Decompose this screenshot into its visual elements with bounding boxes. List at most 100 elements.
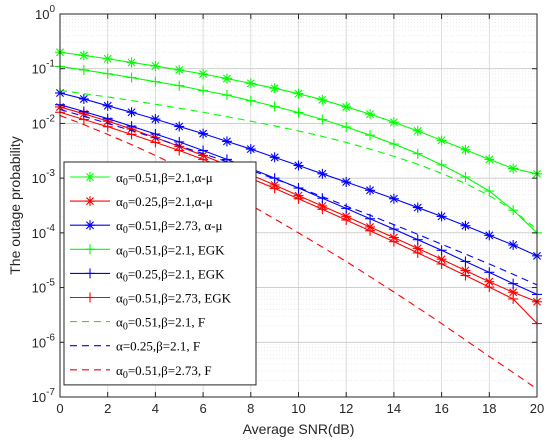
data-point: [221, 136, 232, 147]
marker-stroke: [509, 288, 518, 297]
marker-stroke: [342, 102, 351, 111]
data-point: [412, 247, 423, 258]
marker-stroke: [461, 221, 470, 230]
legend-label: α0=0.25,β=2.1, EGK: [116, 266, 225, 284]
legend-item: α=0.25,β=2.1, F: [70, 339, 200, 354]
data-point: [508, 278, 519, 289]
marker-stroke: [485, 155, 494, 164]
data-point: [245, 78, 256, 89]
data-point: [126, 107, 137, 118]
x-tick-label: 20: [530, 401, 544, 416]
data-point: [293, 88, 304, 99]
marker-stroke: [199, 70, 208, 79]
legend-item: α0=0.51,β=2.1, F: [70, 315, 205, 333]
x-tick-label: 12: [339, 401, 353, 416]
data-point: [412, 234, 423, 245]
data-point: [388, 117, 399, 128]
series-line: [59, 114, 538, 390]
y-tick-label: 10-7: [32, 387, 56, 405]
marker-stroke: [461, 266, 470, 275]
legend-item: α0=0.51,β=2.1, EGK: [70, 242, 225, 260]
data-point: [365, 225, 376, 236]
y-tick-label: 100: [35, 4, 55, 22]
x-tick-label: 6: [199, 401, 206, 416]
y-axis-label: The outage probability: [7, 136, 23, 275]
marker-stroke: [366, 110, 375, 119]
series-line: [59, 89, 538, 230]
x-tick-label: 2: [104, 401, 111, 416]
marker-stroke: [270, 153, 279, 162]
legend-label: α0=0.51,β=2.73, EGK: [116, 291, 232, 309]
data-point: [78, 50, 89, 61]
legend-label: α0=0.51,β=2.73, α-μ: [116, 218, 222, 236]
marker-stroke: [79, 51, 88, 60]
data-point: [245, 144, 256, 155]
x-tick-label: 16: [434, 401, 448, 416]
series-7: [59, 89, 538, 230]
y-tick-label: 10-5: [32, 278, 56, 296]
legend-label: α0=0.51,β=2.1, F: [116, 315, 205, 333]
marker-stroke: [366, 186, 375, 195]
x-tick-label: 4: [152, 401, 159, 416]
data-point: [174, 64, 185, 75]
data-point: [412, 148, 423, 159]
legend-label: α0=0.51,β=2.1, EGK: [116, 242, 225, 260]
data-point: [484, 154, 495, 165]
y-tick-label: 10-1: [32, 59, 56, 77]
marker-stroke: [342, 178, 351, 186]
legend-item: α0=0.25,β=2.1,α-μ: [70, 194, 213, 212]
legend-item: α0=0.25,β=2.1, EGK: [70, 266, 225, 284]
data-point: [388, 236, 399, 247]
series-layer: [55, 47, 542, 390]
marker-stroke: [86, 197, 94, 206]
data-point: [436, 159, 447, 170]
data-point: [388, 139, 399, 150]
data-point: [78, 64, 89, 75]
data-point: [484, 267, 495, 278]
x-tick-label: 8: [247, 401, 254, 416]
marker-stroke: [318, 95, 327, 104]
legend-label: α0=0.51,β=2.73, F: [116, 363, 212, 381]
y-tick-label: 10-4: [32, 223, 56, 241]
marker-stroke: [318, 169, 327, 178]
data-point: [174, 145, 185, 156]
x-tick-label: 10: [291, 401, 305, 416]
data-point: [221, 73, 232, 84]
data-point: [412, 125, 423, 136]
marker-stroke: [485, 231, 494, 240]
data-point: [198, 69, 209, 80]
data-point: [150, 137, 161, 148]
data-point: [341, 122, 352, 133]
data-point: [436, 245, 447, 256]
marker-stroke: [437, 136, 446, 145]
data-point: [341, 203, 352, 214]
x-tick-label: 0: [56, 401, 63, 416]
marker-stroke: [175, 122, 184, 131]
data-point: [436, 211, 447, 222]
marker-stroke: [294, 161, 303, 170]
x-tick-label: 14: [387, 401, 401, 416]
data-point: [484, 230, 495, 241]
data-point: [126, 72, 137, 83]
data-point: [317, 204, 328, 215]
data-point: [365, 130, 376, 141]
data-point: [341, 177, 352, 188]
data-point: [293, 193, 304, 204]
data-point: [317, 168, 328, 179]
marker-stroke: [413, 203, 422, 212]
data-point: [102, 68, 113, 79]
data-point: [508, 239, 519, 250]
marker-stroke: [509, 241, 518, 249]
marker-stroke: [222, 137, 231, 146]
legend-item: α0=0.51,β=2.73, EGK: [70, 291, 232, 309]
data-point: [365, 185, 376, 196]
data-point: [293, 160, 304, 171]
data-point: [508, 293, 519, 304]
series-8: [59, 108, 538, 286]
marker-stroke: [294, 89, 303, 98]
data-point: [293, 107, 304, 118]
data-point: [150, 129, 161, 140]
tick-labels: 0 2 4 6 8 10 12 14 16 18 20 100 10-1 10-2 10-3 10-4 10-5…: [32, 4, 545, 416]
marker-stroke: [437, 212, 446, 221]
